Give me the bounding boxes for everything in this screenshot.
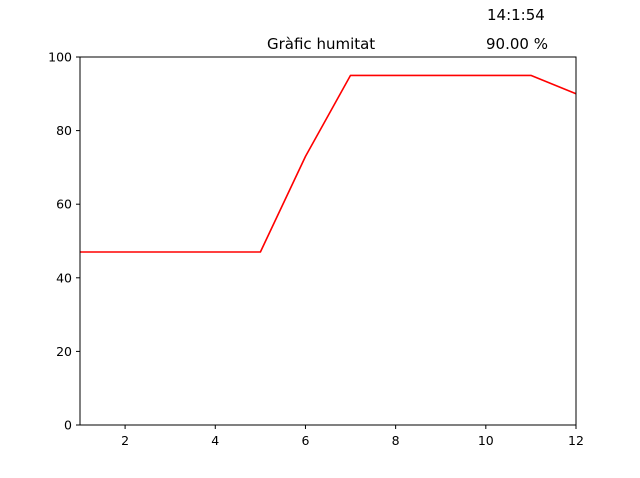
chart-title: Gràfic humitat (267, 35, 376, 53)
x-tick-label: 10 (478, 433, 494, 448)
x-tick-label: 4 (211, 433, 219, 448)
y-tick-label: 60 (56, 197, 72, 212)
y-tick-label: 20 (56, 344, 72, 359)
y-tick-label: 0 (64, 418, 72, 433)
time-readout: 14:1:54 (487, 6, 545, 24)
y-tick-label: 40 (56, 270, 72, 285)
plot-frame (79, 56, 577, 426)
x-tick-label: 8 (392, 433, 400, 448)
y-tick-label: 100 (48, 50, 72, 65)
y-tick-label: 80 (56, 123, 72, 138)
x-tick-label: 6 (301, 433, 309, 448)
x-tick-label: 12 (568, 433, 584, 448)
humidity-series-line (80, 74, 577, 253)
x-tick-label: 2 (121, 433, 129, 448)
current-value-readout: 90.00 % (486, 35, 548, 53)
